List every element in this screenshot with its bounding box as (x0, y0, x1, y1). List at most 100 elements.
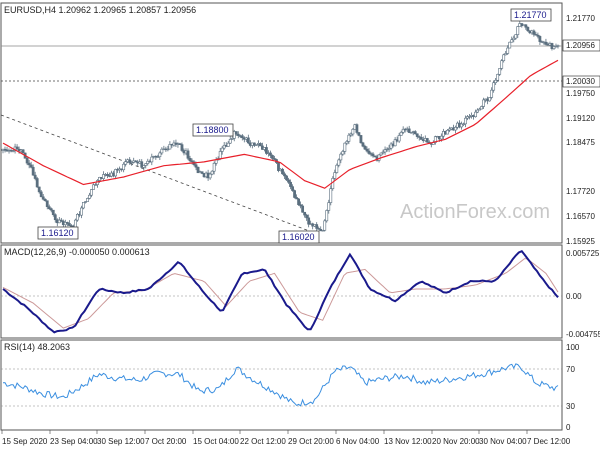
candle-body (265, 147, 268, 154)
candle-body (90, 189, 93, 196)
candle-body (144, 163, 148, 166)
macd-header: MACD(12,26,9) -0.000050 0.000613 (4, 247, 150, 257)
candle-body (494, 79, 498, 84)
candle-body (178, 143, 182, 145)
candle-body (130, 162, 134, 164)
candle-body (347, 134, 351, 142)
candle-body (124, 161, 128, 165)
level-badge (562, 75, 600, 88)
candle-body (67, 223, 71, 226)
candle-body (301, 205, 305, 213)
main-price-axis: 1.21770 1.19750 1.19120 1.18475 1.17720 … (566, 14, 595, 246)
candle-body (122, 163, 126, 171)
price-tick: 1.19750 (566, 89, 595, 98)
time-tick: 29 Oct 20:00 (288, 437, 334, 446)
candle-body (236, 133, 240, 136)
candle-body (156, 156, 160, 158)
candle-body (84, 201, 87, 203)
candle-body (25, 157, 29, 164)
trend-line (0, 114, 313, 233)
rsi-header: RSI(14) 48.2063 (4, 342, 70, 352)
candle-body (47, 206, 51, 209)
candle-body (383, 149, 387, 153)
macd-line (2, 249, 559, 334)
time-tick: 30 Sep 12:00 (97, 437, 145, 446)
candle-body (212, 162, 216, 172)
candle-body (462, 123, 465, 125)
candle-body (446, 129, 449, 135)
candle-body (45, 200, 49, 208)
candle-body (482, 99, 485, 107)
price-tick: 1.19120 (566, 114, 595, 123)
rsi-tick: 30 (566, 402, 575, 411)
candle-body (35, 178, 39, 188)
candle-body (190, 160, 194, 163)
candle-body (387, 147, 391, 150)
candle-body (51, 209, 55, 216)
macd-tick: -0.004755 (566, 330, 600, 339)
candle-body (325, 210, 329, 222)
candle-body (433, 136, 437, 143)
candle-body (500, 60, 504, 69)
candle-body (532, 30, 536, 35)
time-tick: 13 Nov 12:00 (384, 437, 432, 446)
candle-body (37, 186, 41, 193)
candle-body (349, 133, 353, 136)
candle-body (367, 150, 371, 154)
candle-body (474, 111, 477, 118)
annotation-high: 1.21770 (510, 8, 552, 22)
candle-body (88, 194, 91, 199)
macd-panel (0, 244, 563, 339)
candle-body (454, 127, 457, 131)
price-tick: 1.18475 (566, 138, 595, 147)
rsi-tick: 70 (566, 365, 575, 374)
candle-body (29, 164, 33, 168)
candle-body (361, 142, 365, 147)
candle-body (158, 152, 162, 158)
candle-body (339, 153, 343, 161)
candle-body (106, 174, 109, 177)
main-header: EURUSD,H4 1.20962 1.20965 1.20857 1.2095… (4, 5, 196, 15)
candle-body (385, 148, 389, 151)
candle-body (128, 159, 132, 164)
candle-body (359, 135, 363, 144)
current-price-badge (562, 39, 600, 52)
candle-body (234, 131, 238, 135)
candle-body (464, 117, 467, 125)
candle-body (476, 109, 479, 113)
candle-body (439, 135, 443, 140)
time-tick: 22 Oct 12:00 (240, 437, 286, 446)
candle-body (504, 53, 508, 56)
candle-body (15, 146, 19, 150)
candle-body (218, 151, 222, 159)
time-axis: 15 Sep 2020 23 Sep 04:00 30 Sep 12:00 7 Oct… (1, 430, 571, 446)
candle-body (254, 144, 258, 146)
candle-body (534, 34, 538, 36)
candle-body (397, 135, 401, 142)
candle-body (552, 46, 556, 50)
time-tick: 23 Sep 04:00 (50, 437, 98, 446)
candle-body (94, 184, 97, 186)
candle-body (371, 153, 375, 157)
candle-body (399, 132, 403, 136)
rsi-panel (0, 339, 563, 431)
candle-body (514, 34, 518, 39)
candle-body (226, 142, 230, 147)
candle-body (166, 148, 170, 151)
candle-body (82, 202, 85, 209)
candle-body (86, 198, 89, 202)
candle-body (39, 191, 43, 198)
candle-body (468, 116, 471, 118)
annotation-low-1: 1.16120 (37, 226, 79, 240)
candle-body (168, 144, 172, 150)
current-price-label: 1.20956 (566, 41, 595, 50)
candle-body (228, 139, 232, 144)
candle-body (33, 174, 37, 179)
candle-body (287, 179, 290, 183)
time-tick: 20 Nov 20:00 (432, 437, 480, 446)
time-tick: 6 Nov 04:00 (336, 437, 380, 446)
price-tick: 1.21770 (566, 14, 595, 23)
candle-body (409, 132, 413, 134)
candle-body (295, 197, 298, 200)
